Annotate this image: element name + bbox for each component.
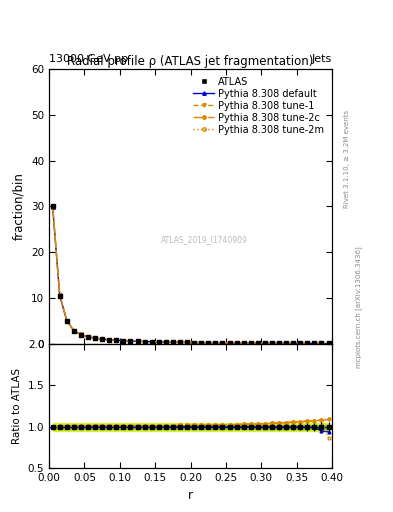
X-axis label: r: r — [188, 489, 193, 502]
Text: mcplots.cern.ch [arXiv:1306.3436]: mcplots.cern.ch [arXiv:1306.3436] — [356, 246, 362, 368]
Text: ATLAS_2019_I1740909: ATLAS_2019_I1740909 — [161, 235, 248, 244]
Text: Jets: Jets — [312, 54, 332, 64]
Text: Rivet 3.1.10, ≥ 3.2M events: Rivet 3.1.10, ≥ 3.2M events — [344, 110, 350, 208]
Legend: ATLAS, Pythia 8.308 default, Pythia 8.308 tune-1, Pythia 8.308 tune-2c, Pythia 8: ATLAS, Pythia 8.308 default, Pythia 8.30… — [190, 74, 327, 138]
Y-axis label: Ratio to ATLAS: Ratio to ATLAS — [12, 368, 22, 444]
Text: 13000 GeV pp: 13000 GeV pp — [49, 54, 128, 64]
Title: Radial profile ρ (ATLAS jet fragmentation): Radial profile ρ (ATLAS jet fragmentatio… — [68, 55, 314, 68]
Y-axis label: fraction/bin: fraction/bin — [13, 173, 26, 240]
